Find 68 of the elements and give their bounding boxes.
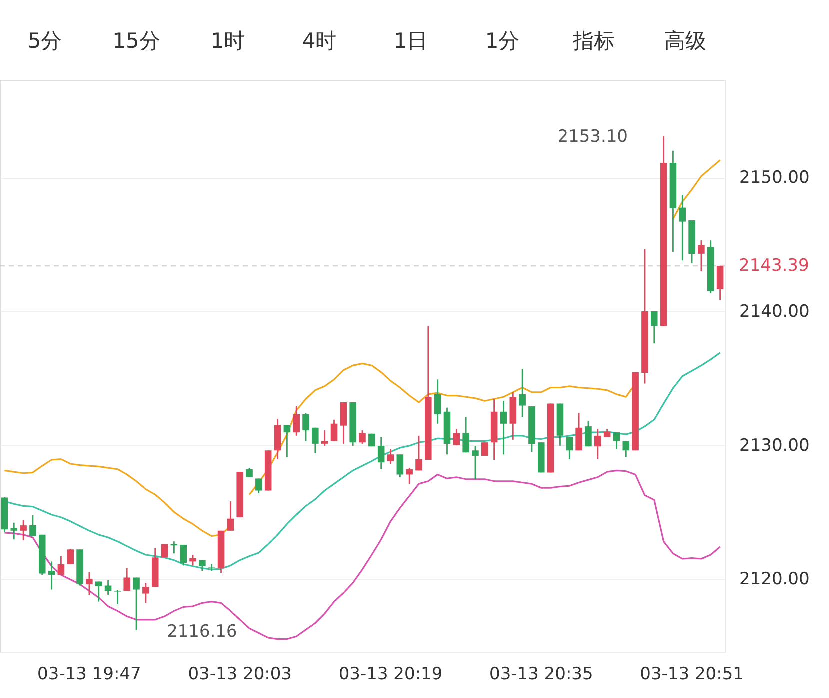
ref-line-label: 2143.39: [739, 256, 810, 276]
text: 指标: [572, 29, 615, 53]
candlestick: [48, 560, 56, 590]
candlestick: [190, 554, 196, 566]
y-tick-label: 2120.00: [740, 570, 810, 590]
candlestick: [576, 412, 582, 452]
candlestick: [453, 428, 460, 446]
candlestick: [472, 445, 479, 480]
candlestick: [180, 544, 187, 566]
text: 4时: [302, 29, 337, 53]
candlestick: [434, 379, 442, 425]
candlestick: [67, 548, 74, 566]
candlestick: [613, 432, 620, 450]
candlestick: [20, 520, 27, 541]
line-series: [4, 470, 722, 640]
candlestick: [114, 590, 122, 606]
candlestick: [10, 522, 18, 540]
candlestick: [133, 577, 140, 632]
candlestick: [416, 435, 422, 472]
candlestick: [95, 581, 102, 603]
candlestick: [566, 436, 574, 460]
candlestick: [462, 416, 470, 454]
text: 1日: [394, 29, 428, 53]
candlestick: [396, 454, 404, 478]
text: 1时: [210, 29, 246, 53]
y-tick-label: 2140.00: [740, 302, 810, 322]
candlestick: [330, 419, 338, 442]
x-tick-label: 03-13 20:19: [338, 664, 443, 684]
candlestick: [406, 467, 413, 485]
candlestick: [378, 436, 385, 470]
candlestick: [716, 265, 724, 301]
y-tick-label: 2130.00: [740, 436, 810, 456]
text: 高级: [664, 29, 706, 53]
candlestick: [246, 467, 253, 478]
candlestick: [58, 556, 65, 576]
candlestick: [312, 427, 319, 454]
candlestick: [284, 424, 291, 458]
candlestick: [124, 568, 130, 592]
text: 5分: [28, 29, 62, 53]
y-tick-label: 2150.00: [740, 168, 810, 188]
candlestick: [585, 420, 592, 448]
candlestick: [104, 580, 112, 596]
x-tick-label: 03-13 20:03: [188, 664, 292, 684]
candlestick: [622, 440, 630, 458]
candlestick: [650, 310, 658, 344]
candlestick: [302, 412, 310, 442]
candlestick: [340, 402, 348, 445]
candlestick: [500, 400, 508, 456]
x-tick-label: 03-13 19:47: [38, 664, 142, 684]
candlestick: [86, 572, 93, 596]
candlestick: [359, 430, 366, 445]
annotation: 2116.16: [167, 622, 238, 642]
candlestick: [679, 194, 686, 262]
candlestick: [482, 442, 488, 457]
candlestick: [519, 368, 526, 418]
annotation: 2153.10: [558, 127, 628, 147]
text: 15分: [112, 29, 160, 53]
candlestick: [227, 500, 234, 532]
candlestick: [142, 582, 150, 604]
candlestick: [387, 448, 394, 465]
x-tick-label: 03-13 20:35: [490, 664, 594, 684]
candlestick: [594, 428, 602, 460]
candlestick: [30, 514, 36, 537]
candlestick: [293, 406, 300, 437]
x-tick-label: 03-13 20:51: [640, 664, 744, 684]
candlestick: [256, 478, 262, 494]
text: 1分: [485, 29, 520, 53]
candlestick: [698, 240, 705, 272]
